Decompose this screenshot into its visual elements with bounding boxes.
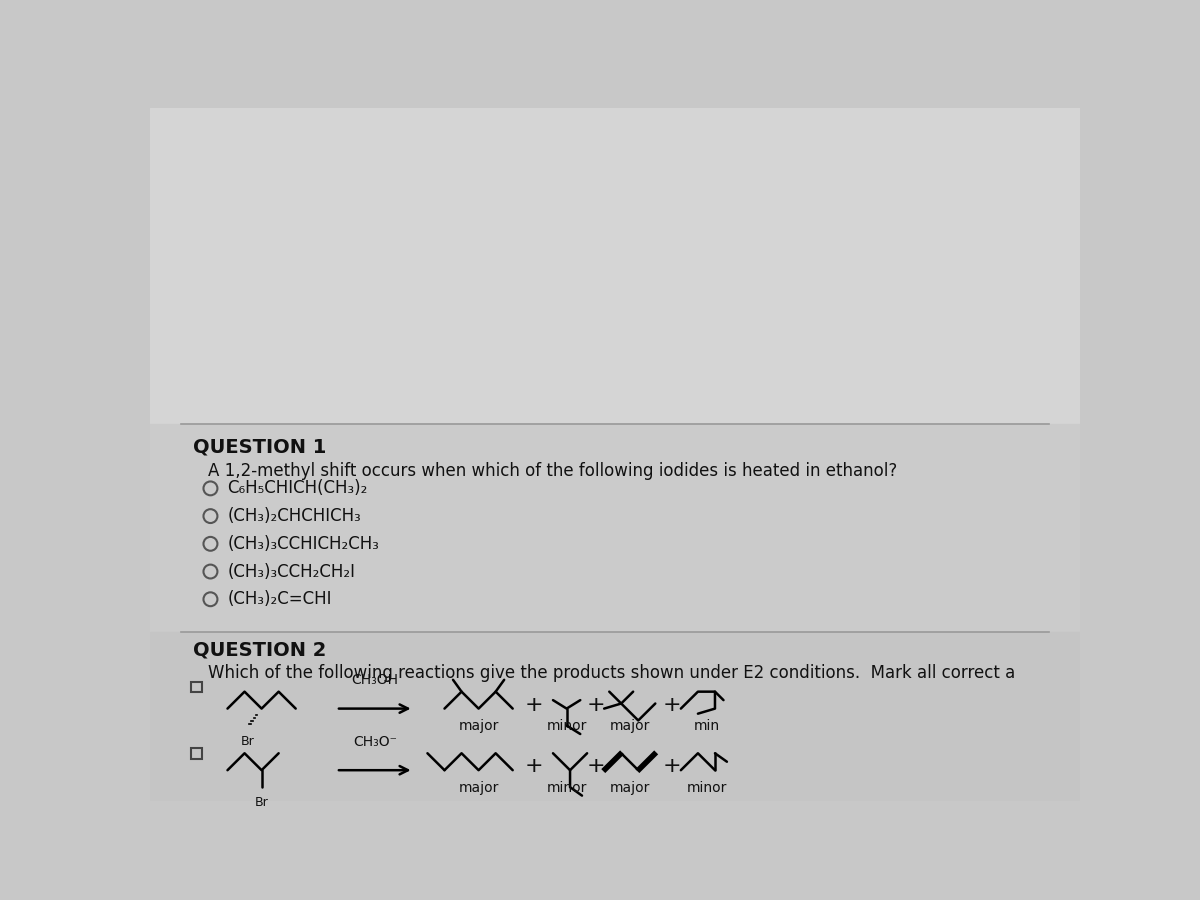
Text: +: +: [587, 695, 605, 715]
Text: major: major: [458, 719, 499, 733]
Text: Br: Br: [254, 796, 269, 809]
Text: minor: minor: [686, 781, 727, 795]
Text: +: +: [587, 756, 605, 777]
Text: CH₃OH: CH₃OH: [352, 673, 398, 687]
Text: minor: minor: [546, 781, 587, 795]
Text: QUESTION 1: QUESTION 1: [193, 437, 326, 456]
Text: (CH₃)₂CHCHICH₃: (CH₃)₂CHCHICH₃: [228, 507, 361, 525]
Bar: [150, 108, 1080, 424]
Text: (CH₃)₃CCHICH₂CH₃: (CH₃)₃CCHICH₂CH₃: [228, 535, 379, 553]
Text: major: major: [458, 781, 499, 795]
Text: CH₃O⁻: CH₃O⁻: [353, 734, 397, 749]
Text: C₆H₅CHICH(CH₃)₂: C₆H₅CHICH(CH₃)₂: [228, 480, 368, 498]
Text: minor: minor: [546, 719, 587, 733]
Text: A 1,2-methyl shift occurs when which of the following iodides is heated in ethan: A 1,2-methyl shift occurs when which of …: [208, 463, 898, 481]
Text: Br: Br: [241, 734, 254, 748]
Text: (CH₃)₂C=CHI: (CH₃)₂C=CHI: [228, 590, 332, 608]
Text: major: major: [610, 719, 650, 733]
Text: +: +: [664, 756, 682, 777]
Text: +: +: [524, 695, 542, 715]
Bar: [150, 632, 1080, 801]
Text: +: +: [664, 695, 682, 715]
Text: min: min: [694, 719, 720, 733]
Text: (CH₃)₃CCH₂CH₂I: (CH₃)₃CCH₂CH₂I: [228, 562, 355, 580]
Text: Which of the following reactions give the products shown under E2 conditions.  M: Which of the following reactions give th…: [208, 664, 1015, 682]
Text: +: +: [524, 756, 542, 777]
Text: QUESTION 2: QUESTION 2: [193, 641, 326, 660]
Bar: [150, 424, 1080, 632]
Text: major: major: [610, 781, 650, 795]
